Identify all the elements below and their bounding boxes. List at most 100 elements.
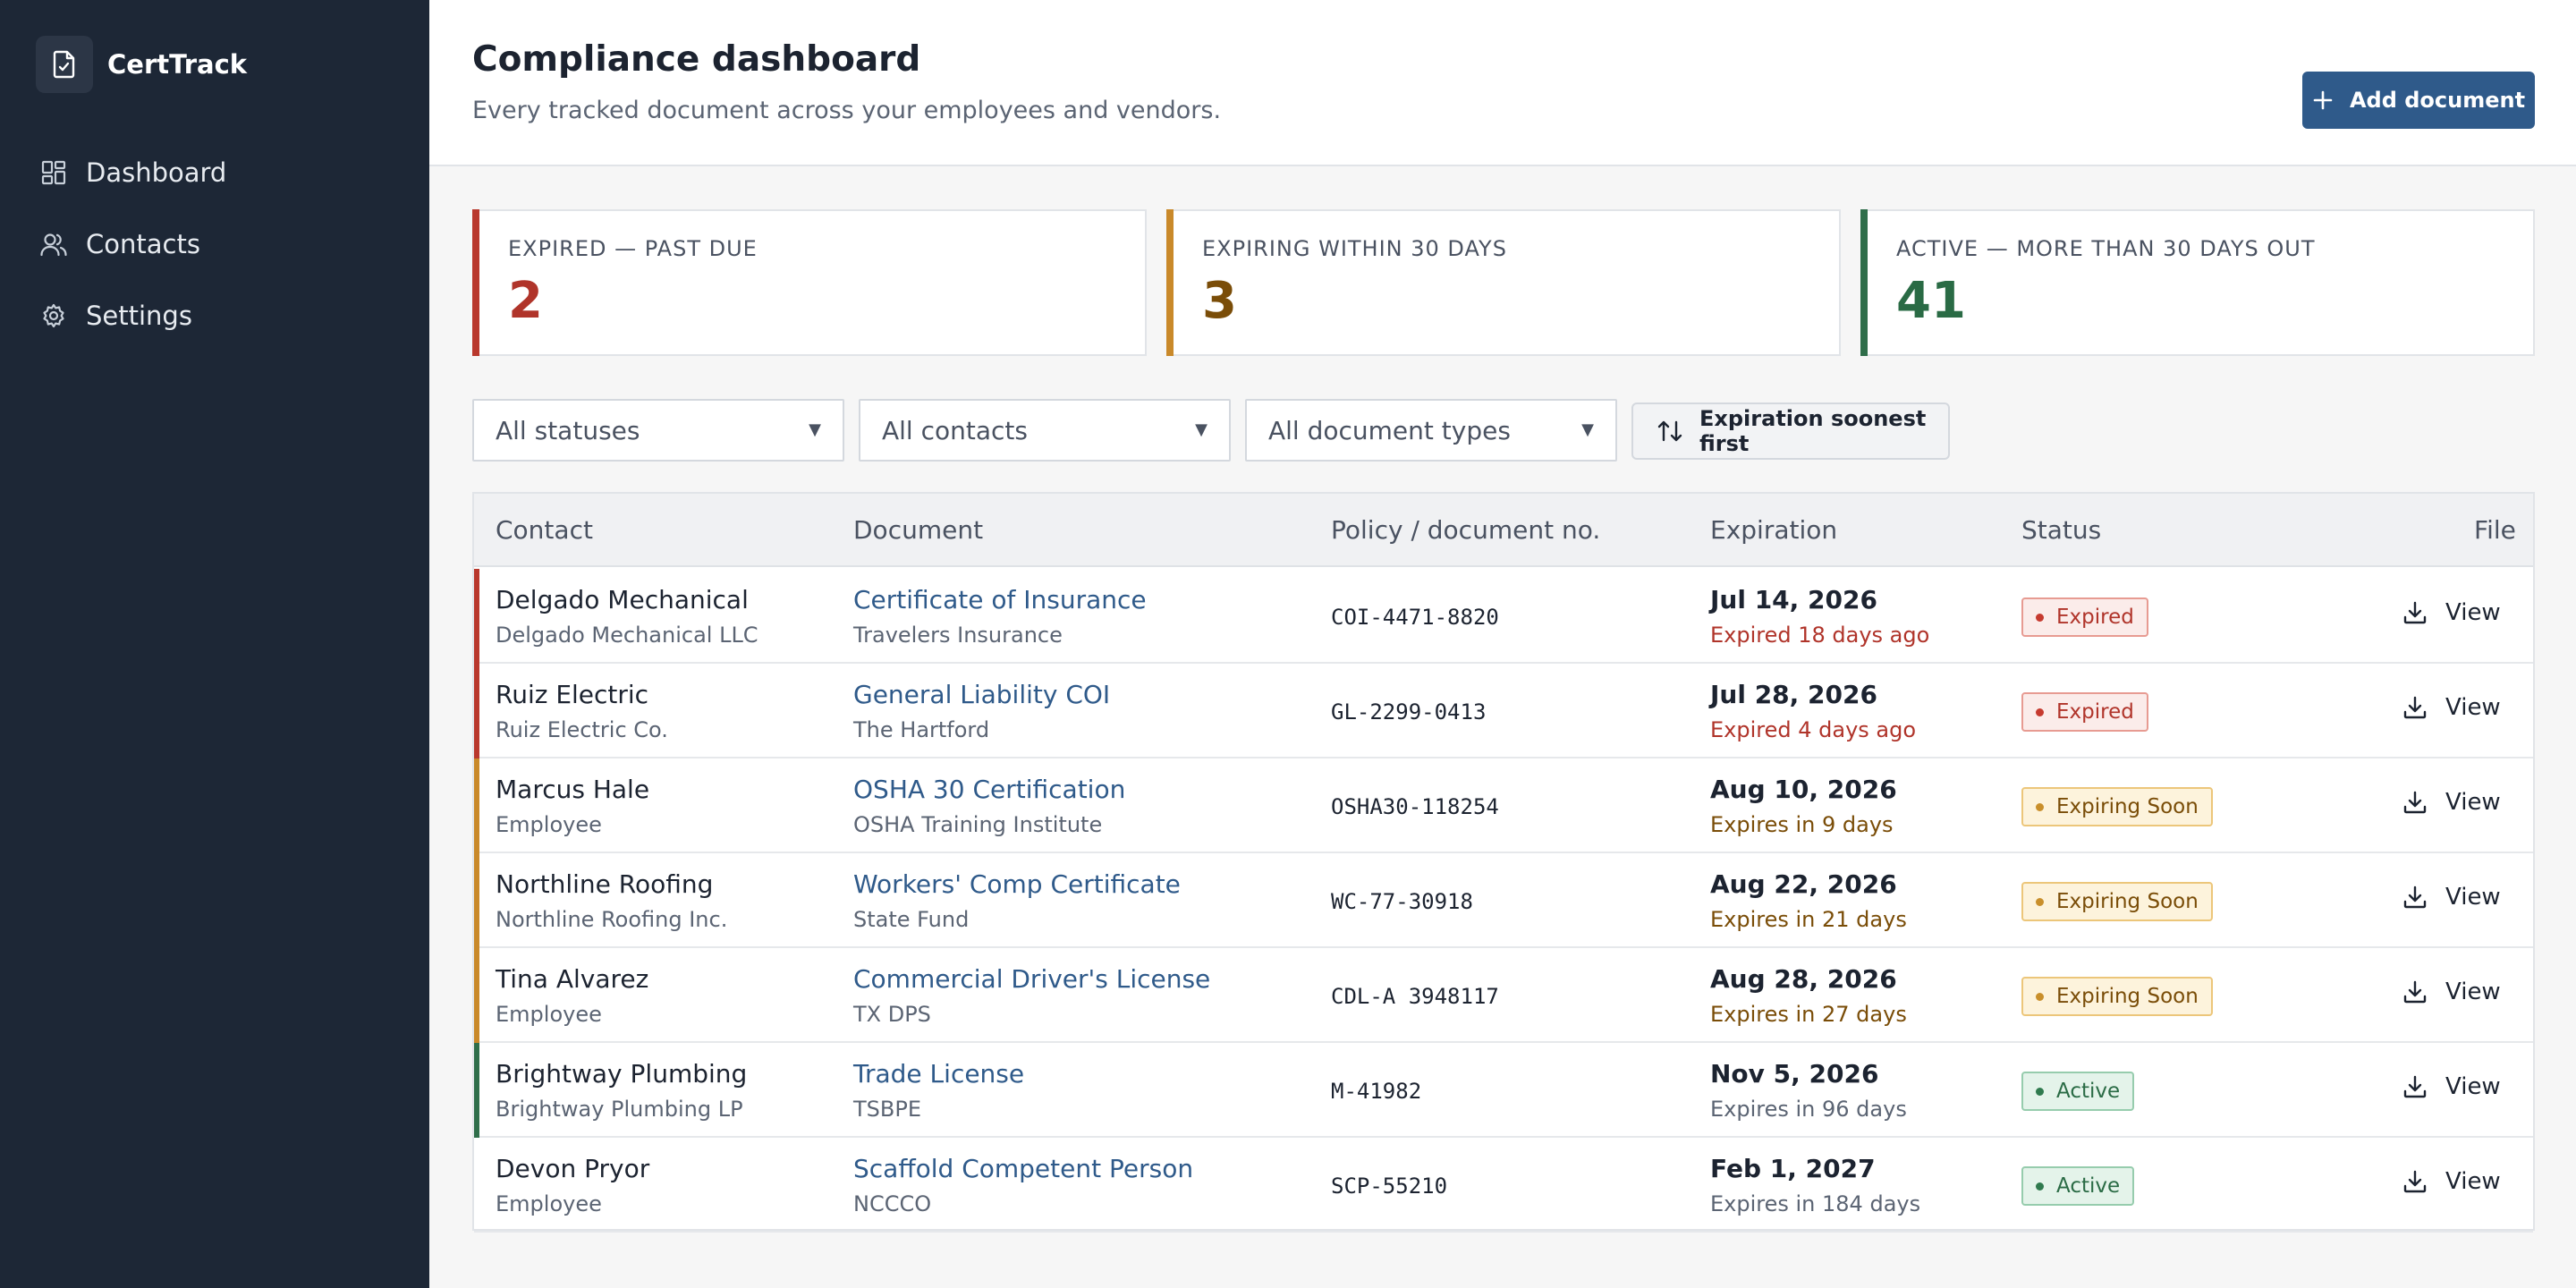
table-row[interactable]: Brightway Plumbing Brightway Plumbing LP T… xyxy=(474,1043,2533,1138)
summary-card-expired: EXPIRED — PAST DUE 2 xyxy=(472,209,1147,356)
table-row[interactable]: Tina Alvarez Employee Commercial Driver's … xyxy=(474,948,2533,1043)
expiration-relative: Expired 18 days ago xyxy=(1710,623,1930,648)
download-icon xyxy=(2402,979,2428,1004)
sidebar-item-label: Dashboard xyxy=(86,157,227,188)
card-accent-bar xyxy=(1860,209,1868,356)
contact-subtitle: Employee xyxy=(496,1191,602,1216)
policy-number: GL-2299-0413 xyxy=(1331,699,1487,724)
column-header-file[interactable]: File xyxy=(2474,515,2516,545)
document-icon xyxy=(36,36,93,93)
contact-subtitle: Delgado Mechanical LLC xyxy=(496,623,758,648)
sidebar-item-contacts[interactable]: Contacts xyxy=(39,229,200,259)
status-filter-select[interactable]: All statuses ▼ xyxy=(472,399,844,462)
status-label: Expiring Soon xyxy=(2056,985,2199,1008)
app-name: CertTrack xyxy=(107,49,248,80)
download-icon xyxy=(2402,1169,2428,1194)
policy-number: CDL-A 3948117 xyxy=(1331,984,1499,1009)
document-link[interactable]: General Liability COI xyxy=(853,680,1111,709)
column-header-status[interactable]: Status xyxy=(2021,515,2102,545)
table-row[interactable]: Marcus Hale Employee OSHA 30 Certification… xyxy=(474,758,2533,853)
column-header-contact[interactable]: Contact xyxy=(496,515,593,545)
document-issuer: OSHA Training Institute xyxy=(853,812,1103,837)
status-badge: Expired xyxy=(2021,597,2148,637)
status-dot-icon xyxy=(2036,1087,2044,1096)
add-document-button[interactable]: Add document xyxy=(2302,72,2535,129)
table-row[interactable]: Ruiz Electric Ruiz Electric Co. General Li… xyxy=(474,664,2533,758)
page-subtitle: Every tracked document across your emplo… xyxy=(472,97,1222,124)
status-dot-icon xyxy=(2036,992,2044,1001)
sort-label: Expiration soonest first xyxy=(1699,406,1927,456)
dashboard-icon xyxy=(39,158,68,187)
document-link[interactable]: Certificate of Insurance xyxy=(853,585,1147,614)
expiration-date: Aug 10, 2026 xyxy=(1710,775,1897,804)
document-link[interactable]: Scaffold Competent Person xyxy=(853,1154,1194,1183)
plus-icon xyxy=(2312,89,2334,111)
document-issuer: The Hartford xyxy=(853,717,990,742)
view-file-button[interactable]: View xyxy=(2402,884,2501,911)
row-status-bar xyxy=(474,569,479,664)
download-icon xyxy=(2402,695,2428,720)
table-row[interactable]: Devon Pryor Employee Scaffold Competent Pe… xyxy=(474,1138,2533,1233)
doc-type-filter-select[interactable]: All document types ▼ xyxy=(1245,399,1617,462)
document-issuer: State Fund xyxy=(853,907,970,932)
view-file-button[interactable]: View xyxy=(2402,599,2501,626)
sort-button[interactable]: Expiration soonest first xyxy=(1631,402,1950,460)
status-label: Active xyxy=(2056,1080,2121,1103)
column-header-document[interactable]: Document xyxy=(853,515,984,545)
contact-name: Delgado Mechanical xyxy=(496,585,749,614)
card-label: EXPIRED — PAST DUE xyxy=(508,236,758,261)
card-label: ACTIVE — MORE THAN 30 DAYS OUT xyxy=(1896,236,2316,261)
download-icon xyxy=(2402,600,2428,625)
document-link[interactable]: Trade License xyxy=(853,1059,1025,1089)
sidebar-item-label: Contacts xyxy=(86,229,200,259)
table-row[interactable]: Northline Roofing Northline Roofing Inc. W… xyxy=(474,853,2533,948)
table-row[interactable]: Delgado Mechanical Delgado Mechanical LLC… xyxy=(474,569,2533,664)
status-label: Active xyxy=(2056,1174,2121,1198)
contacts-filter-select[interactable]: All contacts ▼ xyxy=(859,399,1231,462)
expiration-date: Jul 28, 2026 xyxy=(1710,680,1877,709)
contact-subtitle: Employee xyxy=(496,812,602,837)
caret-down-icon: ▼ xyxy=(1195,420,1208,439)
card-label: EXPIRING WITHIN 30 DAYS xyxy=(1202,236,1507,261)
expiration-relative: Expires in 184 days xyxy=(1710,1191,1921,1216)
card-accent-bar xyxy=(1166,209,1174,356)
document-link[interactable]: Workers' Comp Certificate xyxy=(853,869,1181,899)
download-icon xyxy=(2402,1074,2428,1099)
brand[interactable]: CertTrack xyxy=(36,36,247,93)
view-file-button[interactable]: View xyxy=(2402,694,2501,721)
summary-card-active: ACTIVE — MORE THAN 30 DAYS OUT 41 xyxy=(1860,209,2535,356)
row-status-bar xyxy=(474,664,479,758)
download-icon xyxy=(2402,885,2428,910)
row-status-bar xyxy=(474,948,479,1043)
document-link[interactable]: OSHA 30 Certification xyxy=(853,775,1126,804)
view-label: View xyxy=(2445,884,2501,911)
document-issuer: TSBPE xyxy=(853,1097,921,1122)
view-file-button[interactable]: View xyxy=(2402,1168,2501,1195)
column-header-policy[interactable]: Policy / document no. xyxy=(1331,515,1601,545)
document-link[interactable]: Commercial Driver's License xyxy=(853,964,1211,994)
column-header-expiration[interactable]: Expiration xyxy=(1710,515,1838,545)
status-label: Expiring Soon xyxy=(2056,890,2199,913)
expiration-relative: Expires in 96 days xyxy=(1710,1097,1907,1122)
view-file-button[interactable]: View xyxy=(2402,1073,2501,1100)
view-label: View xyxy=(2445,789,2501,816)
summary-card-expiring: EXPIRING WITHIN 30 DAYS 3 xyxy=(1166,209,1841,356)
status-dot-icon xyxy=(2036,897,2044,906)
contact-subtitle: Northline Roofing Inc. xyxy=(496,907,728,932)
view-file-button[interactable]: View xyxy=(2402,789,2501,816)
view-file-button[interactable]: View xyxy=(2402,979,2501,1005)
doc-type-filter-value: All document types xyxy=(1268,415,1511,445)
sidebar-item-settings[interactable]: Settings xyxy=(39,301,192,331)
sidebar: CertTrack Dashboard Contacts Settings xyxy=(0,0,429,1288)
card-value: 3 xyxy=(1202,272,1237,330)
status-dot-icon xyxy=(2036,1182,2044,1191)
caret-down-icon: ▼ xyxy=(1581,420,1594,439)
expiration-relative: Expired 4 days ago xyxy=(1710,717,1917,742)
caret-down-icon: ▼ xyxy=(809,420,821,439)
contact-name: Devon Pryor xyxy=(496,1154,650,1183)
row-status-bar xyxy=(474,1043,479,1138)
policy-number: OSHA30-118254 xyxy=(1331,794,1499,819)
contact-name: Ruiz Electric xyxy=(496,680,649,709)
card-value: 2 xyxy=(508,272,543,330)
sidebar-item-dashboard[interactable]: Dashboard xyxy=(39,157,226,188)
